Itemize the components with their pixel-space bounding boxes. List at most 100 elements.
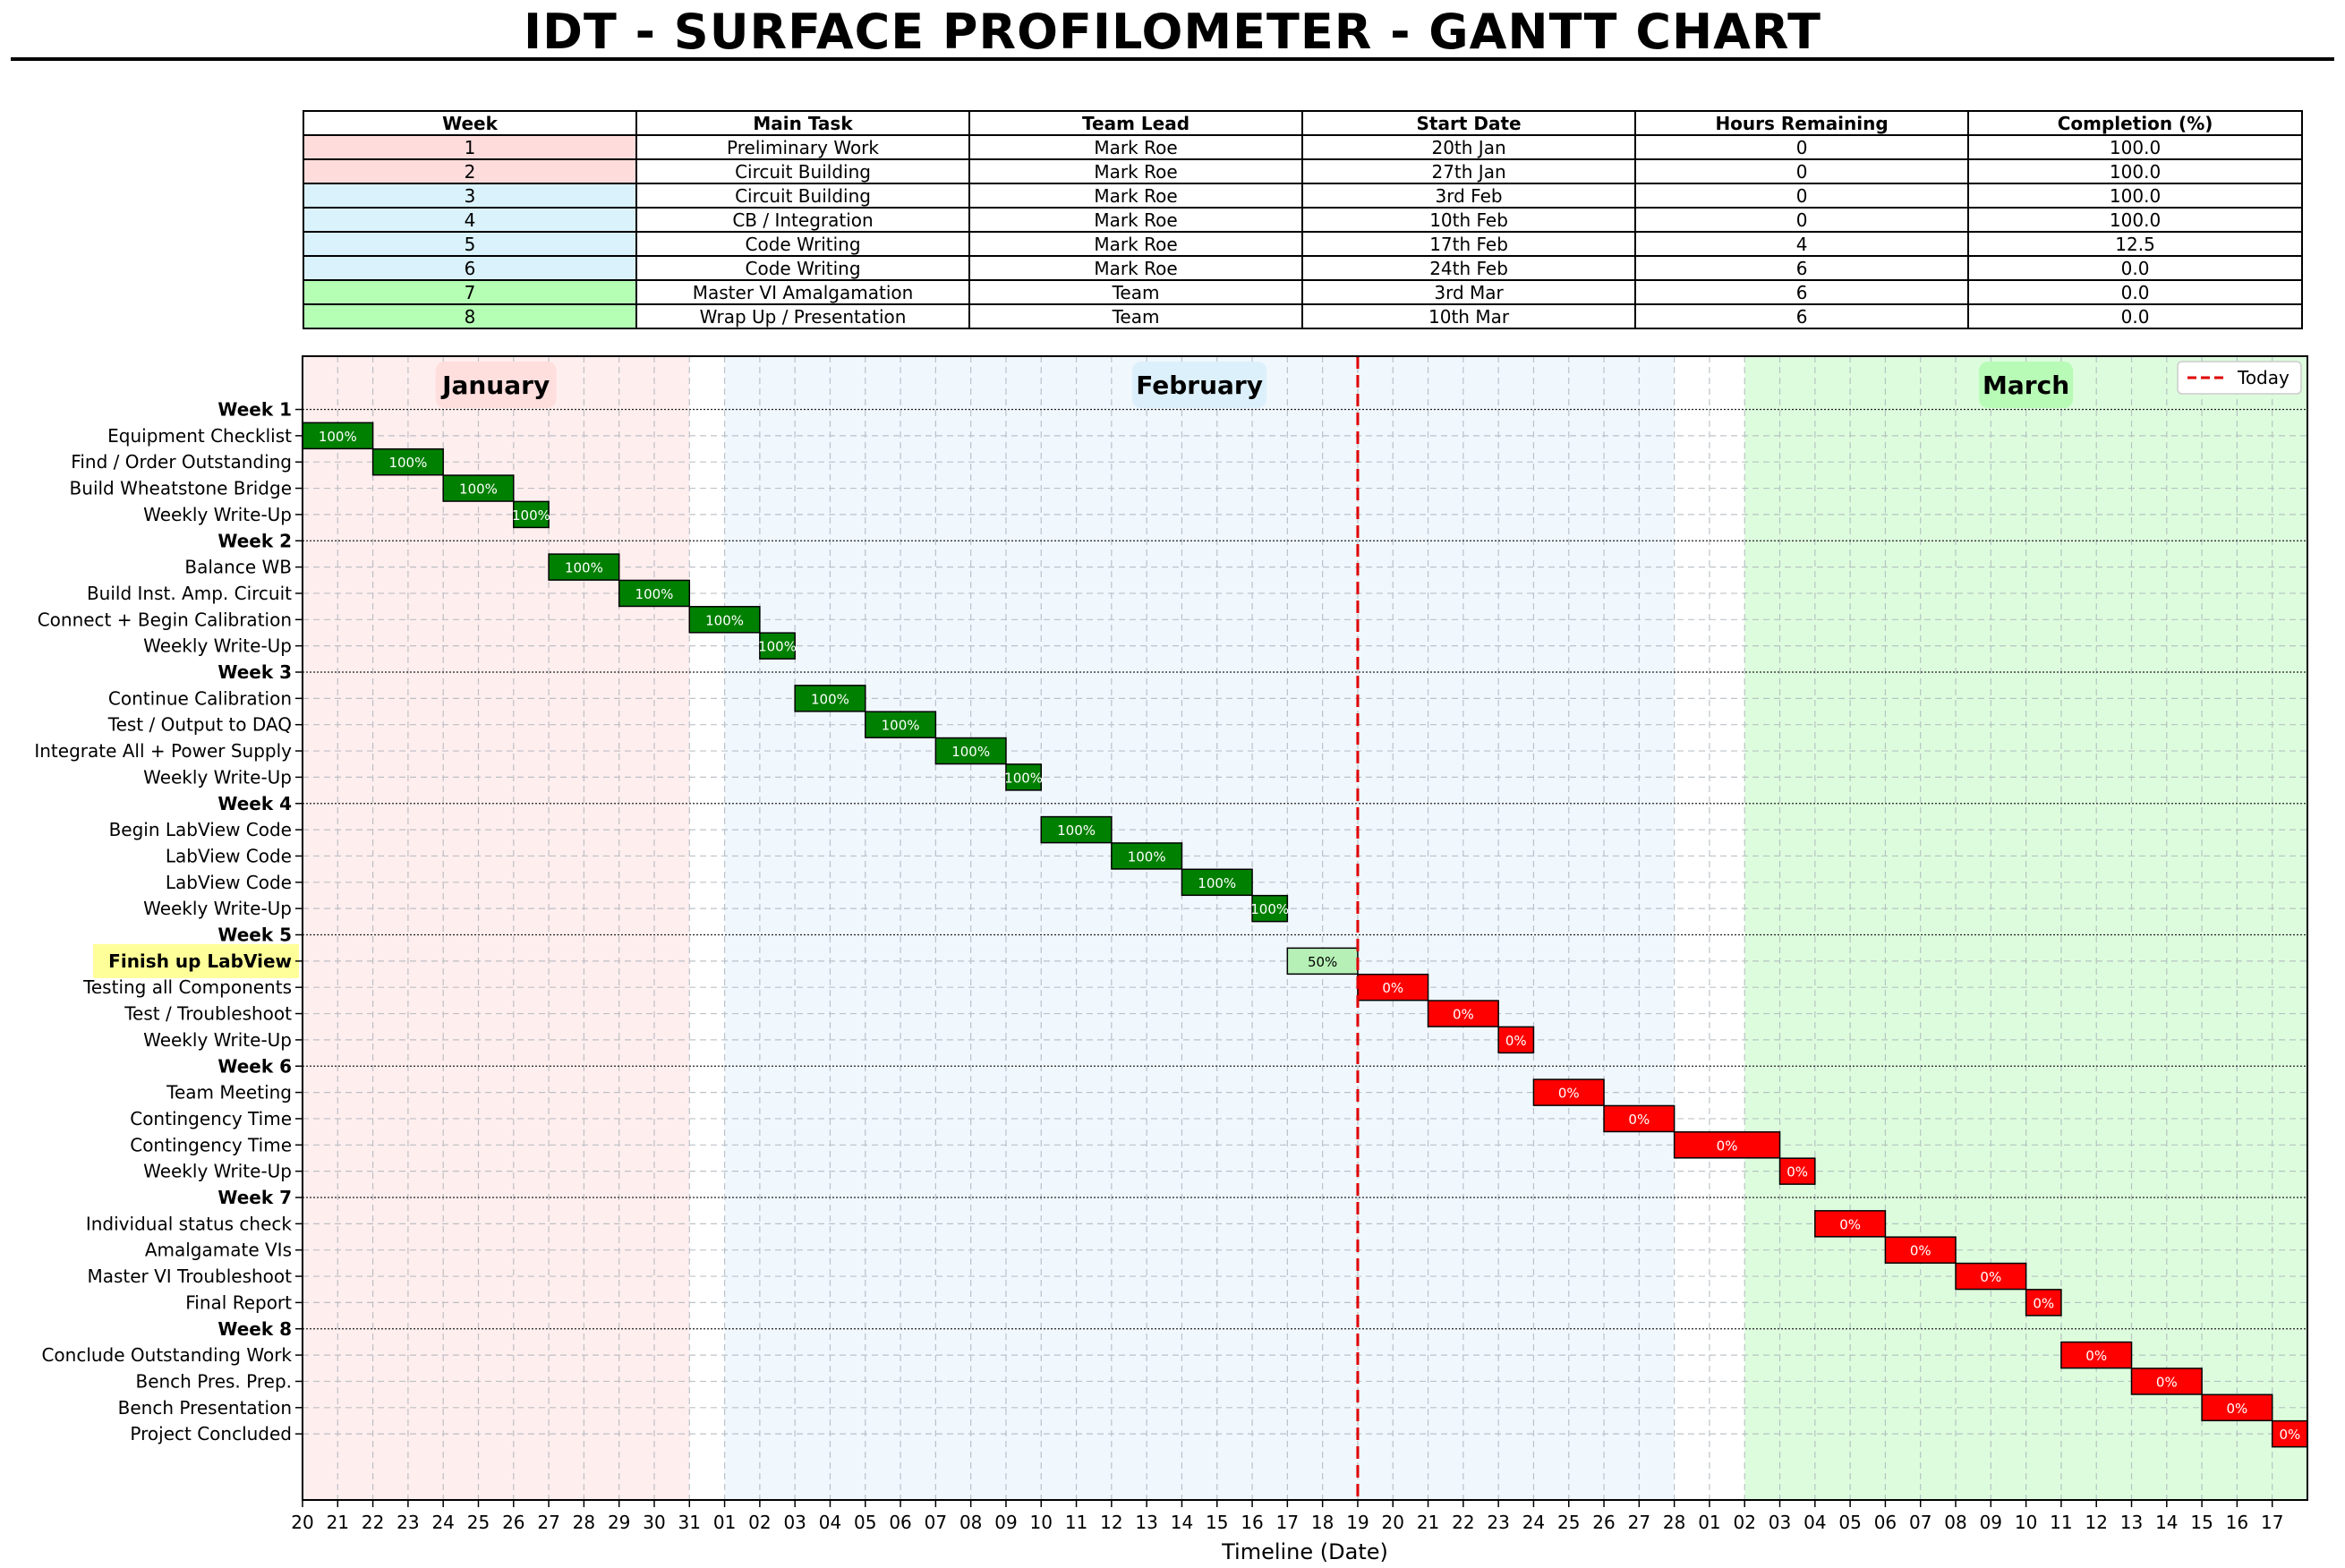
schedule-table-header: Week Main Task Team Lead Start Date Hour… bbox=[302, 110, 2303, 136]
bar-label: 0% bbox=[1980, 1269, 2001, 1285]
task-bar bbox=[865, 711, 937, 738]
header-main-task: Main Task bbox=[635, 110, 971, 136]
week-label: Week 8 bbox=[217, 1318, 292, 1340]
x-tick-label: 30 bbox=[643, 1512, 665, 1533]
bar-label: 100% bbox=[811, 691, 849, 707]
title-underline bbox=[11, 57, 2334, 61]
x-tick-label: 21 bbox=[327, 1512, 349, 1533]
week-label: Week 5 bbox=[217, 925, 292, 946]
task-bar bbox=[1673, 1131, 1781, 1159]
cell-week: 8 bbox=[302, 303, 638, 329]
task-bar bbox=[1884, 1236, 1957, 1264]
task-label: Balance WB bbox=[184, 557, 292, 578]
task-label: Build Wheatstone Bridge bbox=[70, 478, 292, 499]
legend: Today bbox=[2177, 361, 2302, 395]
bar-label: 100% bbox=[388, 455, 427, 471]
x-tick-label: 16 bbox=[1241, 1512, 1263, 1533]
task-label: Build Inst. Amp. Circuit bbox=[87, 583, 292, 604]
cell-week: 6 bbox=[302, 255, 638, 281]
header-start-date: Start Date bbox=[1301, 110, 1637, 136]
x-tick-label: 08 bbox=[959, 1512, 982, 1533]
x-tick-label: 29 bbox=[608, 1512, 630, 1533]
task-bar bbox=[302, 422, 374, 450]
task-label: Integrate All + Power Supply bbox=[34, 740, 292, 762]
bar-label: 0% bbox=[2279, 1427, 2300, 1443]
cell-main-task: Code Writing bbox=[635, 255, 971, 281]
x-tick-label: 01 bbox=[1698, 1512, 1720, 1533]
cell-week: 1 bbox=[302, 134, 638, 160]
table-row: 5 Code Writing Mark Roe 17th Feb 4 12.5 bbox=[302, 231, 2303, 257]
task-bar bbox=[513, 500, 550, 529]
task-bar bbox=[1497, 1026, 1535, 1054]
month-band bbox=[724, 356, 1675, 1500]
task-bar bbox=[371, 447, 444, 476]
task-label: Individual status check bbox=[86, 1213, 293, 1234]
cell-start-date: 20th Jan bbox=[1301, 134, 1637, 160]
bar-label: 0% bbox=[1628, 1112, 1650, 1128]
page-title: IDT - SURFACE PROFILOMETER - GANTT CHART bbox=[524, 4, 1821, 60]
task-label: Test / Troubleshoot bbox=[124, 1003, 292, 1025]
header-week: Week bbox=[302, 110, 638, 136]
table-row: 2 Circuit Building Mark Roe 27th Jan 0 100.0 bbox=[302, 158, 2303, 184]
cell-main-task: Master VI Amalgamation bbox=[635, 279, 971, 305]
bar-label: 100% bbox=[512, 507, 550, 524]
header-hours-remaining: Hours Remaining bbox=[1634, 110, 1970, 136]
task-bar bbox=[2271, 1419, 2308, 1448]
cell-completion: 0.0 bbox=[1967, 255, 2303, 281]
task-label: Test / Output to DAQ bbox=[107, 714, 292, 736]
table-row: 1 Preliminary Work Mark Roe 20th Jan 0 100.0 bbox=[302, 134, 2303, 160]
table-row: 6 Code Writing Mark Roe 24th Feb 6 0.0 bbox=[302, 255, 2303, 281]
x-tick-label: 13 bbox=[1135, 1512, 1157, 1533]
x-tick-label: 17 bbox=[1276, 1512, 1299, 1533]
task-label: Weekly Write-Up bbox=[143, 1029, 292, 1051]
task-label: Team Meeting bbox=[166, 1082, 292, 1104]
legend-label: Today bbox=[2237, 367, 2290, 388]
x-tick-label: 23 bbox=[1487, 1512, 1509, 1533]
task-bar bbox=[1955, 1262, 2027, 1291]
task-bar bbox=[442, 474, 515, 502]
bar-label: 0% bbox=[1839, 1216, 1861, 1232]
bar-label: 100% bbox=[565, 560, 603, 576]
task-label: Bench Presentation bbox=[118, 1397, 292, 1419]
x-tick-label: 20 bbox=[1382, 1512, 1404, 1533]
task-bar bbox=[934, 737, 1007, 765]
cell-start-date: 10th Mar bbox=[1301, 303, 1637, 329]
task-label: Weekly Write-Up bbox=[143, 898, 292, 919]
bar-label: 100% bbox=[319, 429, 357, 445]
x-tick-label: 05 bbox=[854, 1512, 876, 1533]
x-tick-label: 19 bbox=[1346, 1512, 1369, 1533]
cell-completion: 100.0 bbox=[1967, 134, 2303, 160]
x-tick-label: 03 bbox=[783, 1512, 806, 1533]
x-tick-label: 26 bbox=[1592, 1512, 1615, 1533]
x-tick-label: 11 bbox=[2050, 1512, 2072, 1533]
cell-completion: 100.0 bbox=[1967, 183, 2303, 209]
cell-completion: 0.0 bbox=[1967, 303, 2303, 329]
cell-team-lead: Mark Roe bbox=[968, 183, 1304, 209]
cell-week: 5 bbox=[302, 231, 638, 257]
cell-week: 4 bbox=[302, 207, 638, 233]
task-label: Project Concluded bbox=[130, 1423, 292, 1444]
x-tick-label: 21 bbox=[1417, 1512, 1439, 1533]
task-bar bbox=[1251, 894, 1289, 923]
bar-label: 100% bbox=[459, 481, 498, 498]
cell-main-task: CB / Integration bbox=[635, 207, 971, 233]
x-tick-label: 22 bbox=[1452, 1512, 1474, 1533]
task-label: LabView Code bbox=[166, 845, 292, 866]
cell-start-date: 10th Feb bbox=[1301, 207, 1637, 233]
x-tick-label: 22 bbox=[362, 1512, 384, 1533]
bar-label: 0% bbox=[2033, 1295, 2054, 1311]
task-bar bbox=[1111, 842, 1183, 870]
cell-main-task: Preliminary Work bbox=[635, 134, 971, 160]
x-tick-label: 13 bbox=[2120, 1512, 2143, 1533]
task-label: Master VI Troubleshoot bbox=[87, 1265, 292, 1287]
task-bar bbox=[1005, 763, 1043, 791]
bar-label: 100% bbox=[882, 718, 920, 734]
bar-label: 100% bbox=[1128, 848, 1166, 865]
x-tick-label: 15 bbox=[2190, 1512, 2213, 1533]
task-bar bbox=[794, 685, 866, 712]
table-header-row: Week Main Task Team Lead Start Date Hour… bbox=[302, 110, 2303, 136]
cell-week: 3 bbox=[302, 183, 638, 209]
x-tick-label: 14 bbox=[2155, 1512, 2178, 1533]
task-label: Begin LabView Code bbox=[109, 819, 292, 840]
task-label: Weekly Write-Up bbox=[143, 504, 292, 525]
